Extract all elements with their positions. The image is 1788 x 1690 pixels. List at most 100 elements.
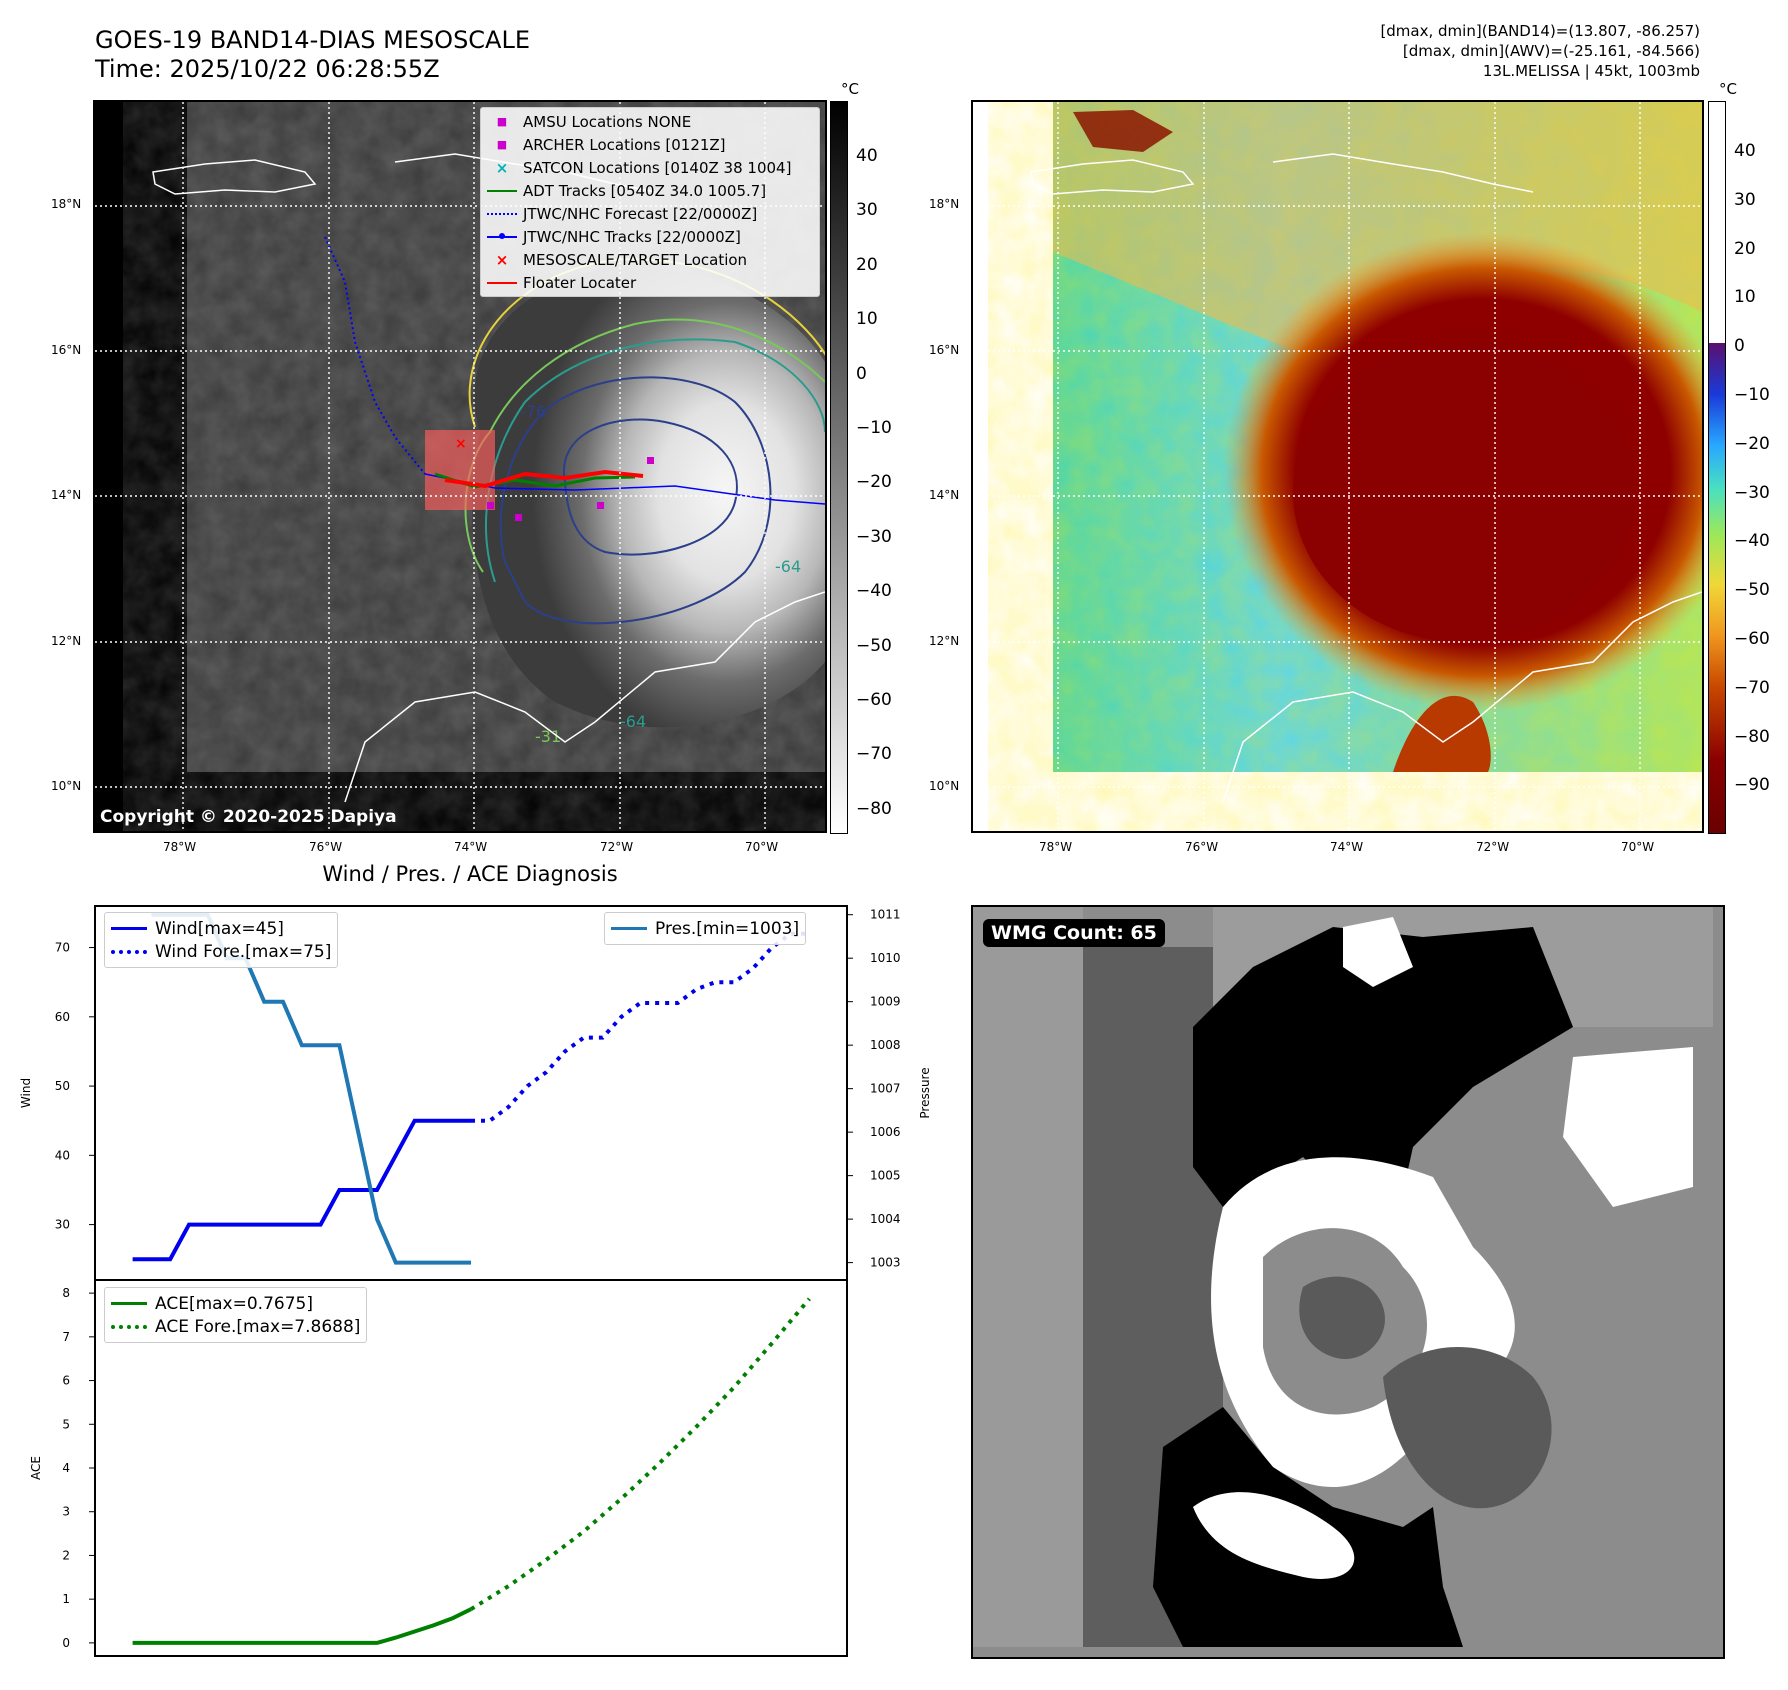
line-dot-icon bbox=[481, 232, 523, 239]
awv-lon-label-74: 74°W bbox=[1330, 840, 1364, 854]
contour-label-d: -31 bbox=[535, 727, 561, 746]
lon-label-78: 78°W bbox=[163, 840, 197, 854]
colorbar-awv-tick: 20 bbox=[1734, 238, 1756, 259]
awv-lat-label-18: 18°N bbox=[929, 197, 960, 211]
figure-title: GOES-19 BAND14-DIAS MESOSCALE bbox=[95, 26, 531, 54]
colorbar-awv-unit: °C bbox=[1719, 80, 1737, 98]
colorbar-awv-tick: 0 bbox=[1734, 336, 1745, 357]
pressure-tick-label: 1008 bbox=[870, 1038, 901, 1052]
ace-tick-label: 0 bbox=[62, 1636, 70, 1650]
wind-tick-label: 60 bbox=[55, 1010, 70, 1024]
colorbar-gray-tick: −20 bbox=[856, 472, 892, 493]
ace-tick-label: 8 bbox=[62, 1286, 70, 1300]
legend-forecast: JTWC/NHC Forecast [22/0000Z] bbox=[481, 202, 819, 225]
lat-label-10: 10°N bbox=[51, 779, 82, 793]
colorbar-awv-tick: 10 bbox=[1734, 287, 1756, 308]
dry-air-north bbox=[1053, 102, 1702, 362]
info-storm: 13L.MELISSA | 45kt, 1003mb bbox=[1482, 62, 1700, 80]
archer-marker-4 bbox=[597, 502, 604, 509]
ace-axis-label: ACE bbox=[29, 1456, 43, 1480]
colorbar-awv-tick: −80 bbox=[1734, 726, 1770, 747]
legend-floater: Floater Locater bbox=[481, 271, 819, 294]
pressure-tick-label: 1003 bbox=[870, 1256, 901, 1270]
moist-core-center bbox=[1293, 342, 1633, 642]
awv-lon-label-76: 76°W bbox=[1185, 840, 1219, 854]
awv-coastline-jamaica bbox=[1030, 159, 1195, 195]
legend-pressure: Pres.[min=1003] bbox=[611, 917, 799, 940]
contour-label-c: -64 bbox=[620, 712, 646, 731]
wmg-white-north bbox=[1343, 917, 1413, 987]
awv-lat-label-16: 16°N bbox=[929, 343, 960, 357]
ace-tick-label: 4 bbox=[62, 1461, 70, 1475]
ace-legend: ACE[max=0.7675] ACE Fore.[max=7.8688] bbox=[104, 1287, 368, 1343]
wind-axis-label: Wind bbox=[19, 1078, 33, 1108]
solid-line-icon bbox=[481, 281, 523, 284]
map-legend: ■ AMSU Locations NONE ■ ARCHER Locations [… bbox=[480, 107, 820, 297]
ace-yticks: 0 1 2 3 4 5 6 7 8 bbox=[62, 1286, 95, 1650]
colorbar-gray-unit: °C bbox=[841, 80, 859, 98]
colorbar-gray-tick: −40 bbox=[856, 581, 892, 602]
colorbar-gray-tick: −80 bbox=[856, 798, 892, 819]
wind-tick-label: 70 bbox=[55, 941, 70, 955]
wmg-black-region-north bbox=[1193, 927, 1573, 1237]
ace-line bbox=[132, 1607, 472, 1645]
target-marker: × bbox=[455, 436, 467, 452]
awv-map-svg bbox=[973, 102, 1702, 831]
ace-tick-label: 5 bbox=[62, 1417, 70, 1431]
wmg-west-band bbox=[973, 907, 1083, 1647]
wind-legend: Wind[max=45] Wind Fore.[max=75] bbox=[104, 912, 339, 968]
dotted-line-icon bbox=[111, 949, 155, 954]
lat-label-12: 12°N bbox=[51, 634, 82, 648]
colorbar-gray-tick: −50 bbox=[856, 635, 892, 656]
ace-tick-label: 7 bbox=[62, 1330, 70, 1344]
lat-label-14: 14°N bbox=[51, 488, 82, 502]
copyright-text: Copyright © 2020-2025 Dapiya bbox=[100, 807, 397, 827]
ace-tick-label: 2 bbox=[62, 1548, 70, 1562]
forecast-track bbox=[324, 236, 426, 475]
colorbar-gray-tick: 0 bbox=[856, 363, 867, 384]
colorbar-gray-tick: 10 bbox=[856, 309, 878, 330]
square-marker-icon: ■ bbox=[496, 138, 508, 151]
dotted-line-icon bbox=[481, 212, 523, 215]
x-marker-icon: × bbox=[495, 158, 509, 177]
coastline-jamaica bbox=[152, 159, 317, 195]
wind-yticks: 30 40 50 60 70 bbox=[55, 941, 95, 1232]
awv-map-panel bbox=[971, 100, 1704, 833]
ace-tick-label: 3 bbox=[62, 1505, 70, 1519]
wind-tick-label: 40 bbox=[55, 1148, 70, 1162]
colorbar-awv-tick: −20 bbox=[1734, 433, 1770, 454]
pressure-legend: Pres.[min=1003] bbox=[604, 912, 807, 945]
legend-ace-fore: ACE Fore.[max=7.8688] bbox=[111, 1315, 360, 1338]
ace-tick-label: 6 bbox=[62, 1374, 70, 1388]
floater-track bbox=[444, 469, 644, 489]
wmg-svg bbox=[973, 907, 1723, 1657]
colorbar-gray-tick: −10 bbox=[856, 418, 892, 438]
legend-wind: Wind[max=45] bbox=[111, 917, 331, 940]
colorbar-awv-tick: −40 bbox=[1734, 531, 1770, 552]
awv-lon-label-72: 72°W bbox=[1476, 840, 1510, 854]
lon-label-74: 74°W bbox=[454, 840, 488, 854]
coastline-south-america bbox=[344, 591, 825, 803]
colorbar-awv bbox=[1708, 101, 1726, 834]
legend-wind-fore: Wind Fore.[max=75] bbox=[111, 940, 331, 963]
awv-lon-label-70: 70°W bbox=[1621, 840, 1655, 854]
pressure-tick-label: 1004 bbox=[870, 1212, 901, 1226]
lat-label-16: 16°N bbox=[51, 343, 82, 357]
wmg-white-south bbox=[1193, 1492, 1355, 1579]
legend-satcon: × SATCON Locations [0140Z 38 1004] bbox=[481, 156, 819, 179]
wind-tick-label: 50 bbox=[55, 1079, 70, 1093]
diagnosis-title: Wind / Pres. / ACE Diagnosis bbox=[322, 862, 618, 886]
pressure-tick-label: 1006 bbox=[870, 1125, 901, 1139]
pressure-yticks: 1003 1004 1005 1006 1007 1008 1009 1010 1011 bbox=[847, 908, 901, 1270]
awv-lat-label-14: 14°N bbox=[929, 488, 960, 502]
square-marker-icon: ■ bbox=[496, 115, 508, 128]
colorbar-gray-tick: −30 bbox=[856, 526, 892, 547]
legend-ace: ACE[max=0.7675] bbox=[111, 1292, 360, 1315]
pressure-tick-label: 1007 bbox=[870, 1082, 901, 1096]
colorbar-awv-tick: 30 bbox=[1734, 189, 1756, 210]
colorbar-awv-tick: −70 bbox=[1734, 677, 1770, 698]
legend-tracks: JTWC/NHC Tracks [22/0000Z] bbox=[481, 225, 819, 248]
moist-south-plume bbox=[1393, 695, 1491, 772]
wind-plot-frame bbox=[94, 905, 848, 1281]
